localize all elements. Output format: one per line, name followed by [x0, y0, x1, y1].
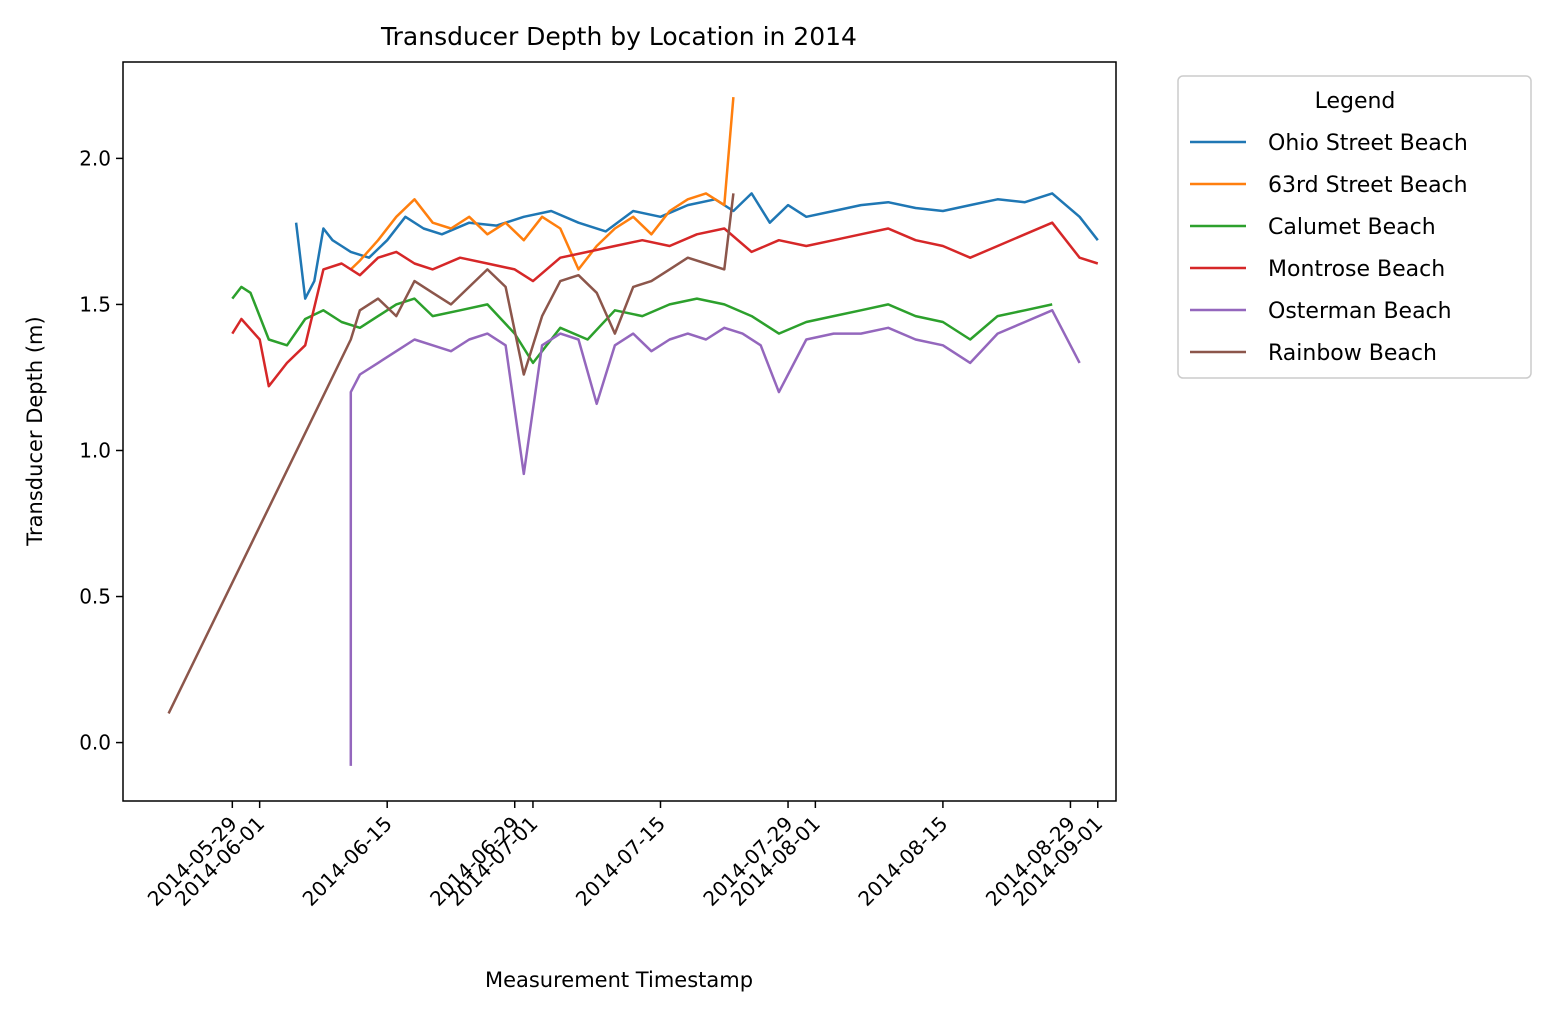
legend: Legend Ohio Street Beach 63rd Street Beac…: [1177, 75, 1532, 379]
series-line-rainbow-beach: [167, 193, 735, 714]
legend-items: Ohio Street Beach 63rd Street Beach Calume…: [1190, 131, 1468, 366]
legend-label: 63rd Street Beach: [1268, 173, 1468, 198]
legend-label: Osterman Beach: [1268, 299, 1452, 324]
legend-box: [1177, 75, 1532, 379]
series-layer: [167, 96, 1099, 766]
plot-area-frame: [122, 61, 1117, 802]
series-line-montrose-beach: [231, 221, 1099, 388]
y-tick-label: 0.5: [79, 585, 111, 609]
y-axis-label: Transducer Depth (m): [23, 316, 47, 546]
y-tick-label: 2.0: [79, 146, 111, 170]
y-tick-label: 0.0: [79, 731, 111, 755]
y-axis: 0.0 0.5 1.0 1.5 2.0: [79, 146, 123, 755]
y-tick-label: 1.5: [79, 292, 111, 316]
x-tick-label: 2014-07-15: [571, 812, 670, 911]
legend-label: Ohio Street Beach: [1268, 131, 1468, 156]
series-line-ohio-street-beach: [294, 192, 1099, 300]
series-line-63rd-street-beach: [349, 96, 735, 271]
x-axis-label: Measurement Timestamp: [485, 968, 753, 992]
legend-label: Calumet Beach: [1268, 215, 1436, 240]
y-tick-label: 1.0: [79, 438, 111, 462]
series-line-calumet-beach: [231, 285, 1053, 365]
legend-label: Montrose Beach: [1268, 257, 1445, 282]
legend-title: Legend: [1315, 89, 1396, 114]
x-tick-label: 2014-06-15: [298, 812, 397, 911]
chart-title: Transducer Depth by Location in 2014: [380, 22, 857, 51]
series-line-osterman-beach: [349, 309, 1081, 766]
x-tick-label: 2014-08-15: [853, 812, 952, 911]
legend-label: Rainbow Beach: [1268, 341, 1437, 366]
